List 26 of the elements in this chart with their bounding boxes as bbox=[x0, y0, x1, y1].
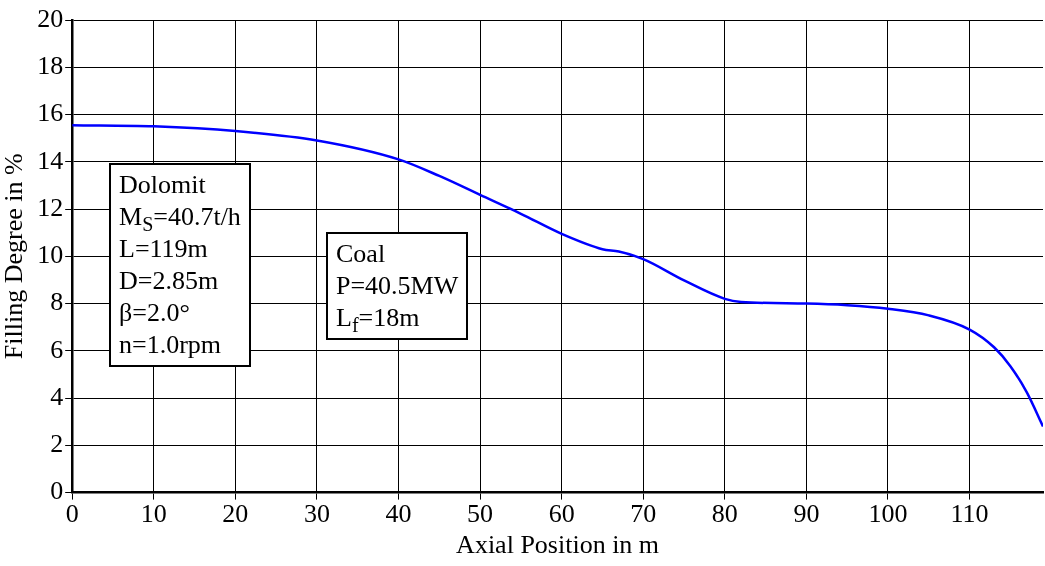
x-tick-label: 50 bbox=[467, 499, 494, 529]
x-tick-label: 40 bbox=[385, 499, 412, 529]
x-tick-label: 90 bbox=[793, 499, 820, 529]
y-axis-title: Filling Degree in % bbox=[0, 153, 29, 360]
x-tick-label: 60 bbox=[548, 499, 575, 529]
y-tick-label: 6 bbox=[50, 334, 64, 364]
x-tick-label: 20 bbox=[222, 499, 249, 529]
x-tick-label: 100 bbox=[868, 499, 908, 529]
x-tick-label: 80 bbox=[711, 499, 738, 529]
y-tick-label: 10 bbox=[37, 240, 64, 270]
y-tick-label: 2 bbox=[50, 429, 64, 459]
x-tick-label: 70 bbox=[630, 499, 657, 529]
x-tick-label: 30 bbox=[303, 499, 330, 529]
x-tick-label: 110 bbox=[950, 499, 989, 529]
y-tick-label: 4 bbox=[50, 381, 64, 411]
annotation: Dolomit M$_{S}$=40.7t/h L=119m D=2.85m β=2.0° n=1.0rpm bbox=[109, 163, 251, 367]
y-tick-label: 14 bbox=[37, 145, 64, 175]
y-tick-label: 12 bbox=[37, 192, 64, 222]
y-tick-label: 0 bbox=[50, 476, 64, 506]
y-tick-label: 18 bbox=[37, 51, 64, 81]
y-tick-label: 16 bbox=[37, 98, 64, 128]
x-axis-title: Axial Position in m bbox=[456, 530, 660, 560]
y-tick-label: 8 bbox=[50, 287, 64, 317]
x-tick-label: 10 bbox=[140, 499, 167, 529]
y-tick-label: 20 bbox=[37, 3, 64, 33]
annotation: Coal P=40.5MW L$_{f}$=18m bbox=[326, 232, 469, 340]
